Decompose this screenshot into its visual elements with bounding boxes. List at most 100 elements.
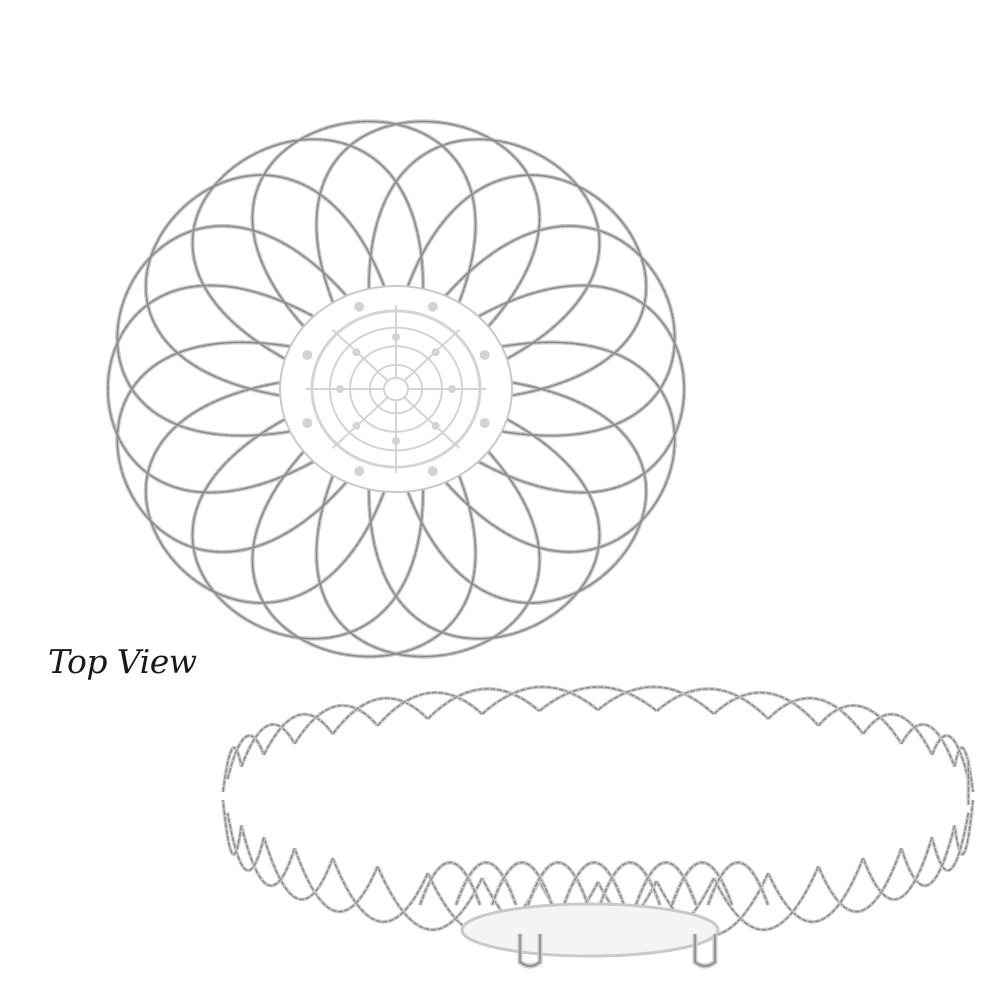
side-back-arch [263,713,334,756]
side-inner-loop [599,861,661,906]
side-back-arch [226,734,265,780]
top-wire-loop [315,448,541,658]
plate-ornament-dot [392,437,400,445]
top-wire-loop [251,120,477,330]
plate-ornament-dot [431,348,440,357]
side-back-arch [222,747,243,793]
top-wire-loop [116,225,348,437]
side-back-arch [240,723,296,767]
side-back-arch [377,691,483,727]
top-wire-loop [444,225,676,437]
top-wire-loop [475,284,685,494]
plate-ornament-dot [479,349,490,360]
side-inner-loop [635,861,697,906]
side-front-arch [713,866,820,931]
side-back-arch-shadow [262,712,335,756]
side-inner-loop [527,861,589,906]
side-front-arch [226,812,265,872]
side-inner-loop [671,861,733,906]
side-front-arch [222,799,243,855]
plate-ornament-spoke [403,396,461,450]
top-view-wire-loops [107,120,685,658]
side-front-arch [767,857,864,923]
plate-ornament-dot [302,349,313,360]
side-front-arch-shadow [899,824,957,888]
side-back-arch [656,688,769,720]
side-view-front-wire-arches [221,799,975,941]
top-view-plate-ornament [302,301,490,477]
plate-ornament-dot [427,301,438,312]
side-back-arch-shadow [952,745,975,793]
side-back-arch [931,734,970,780]
side-back-arch-shadow [817,703,903,745]
top-wire-loop [406,381,647,604]
side-inner-loop [455,861,517,906]
side-front-arch [862,836,933,901]
side-view-back-wire-arches [221,685,975,805]
side-front-arch-shadow [262,836,335,902]
wire-basket-side-view [221,685,975,969]
side-back-arch [767,697,864,735]
top-view-center-plate [279,285,513,493]
side-inner-loop [491,861,553,906]
side-back-arch [817,704,902,745]
plate-ornament-dot [352,421,361,430]
side-back-arch [427,688,540,720]
side-back-arch [862,713,933,756]
plate-ornament-dot [448,385,456,393]
side-back-arch [294,704,379,745]
plate-ornament-spoke [331,396,389,450]
plate-ornament-dot [431,421,440,430]
side-back-arch [713,691,819,727]
side-back-arch [597,686,715,715]
side-front-arch [332,857,429,923]
plate-ornament-dot [354,301,365,312]
side-foot [519,934,541,967]
top-wire-loop [315,120,541,330]
top-wire-loop [406,174,647,397]
top-wire-loop [145,174,386,397]
top-wire-loop [116,341,348,553]
plate-ornament-spoke [331,328,389,382]
plate-ornament-dot [354,466,365,477]
side-inner-loop [707,861,769,906]
top-wire-loop [107,284,317,494]
side-back-arch-shadow [766,696,865,736]
side-foot [694,934,716,967]
side-back-arch [953,747,974,793]
plate-ornament-dot [427,466,438,477]
plate-ornament-dot [302,418,313,429]
side-front-arch-shadow [292,847,380,914]
side-front-arch [953,799,974,855]
top-wire-loop [444,341,676,553]
side-front-arch [931,812,970,872]
side-front-arch [376,866,483,931]
side-front-arch [240,825,296,887]
top-wire-loop [191,138,424,362]
side-back-arch-shadow [861,712,934,756]
top-wire-loop [368,138,601,362]
side-front-arch [900,825,956,887]
side-front-arch-shadow [861,836,934,902]
side-inner-loop [563,861,625,906]
side-back-arch [332,697,429,735]
plate-ornament-spoke [403,328,461,382]
plate-ornament-dot [336,385,344,393]
top-view-caption: Top View [48,642,197,681]
side-back-arch [481,686,599,715]
side-front-arch [817,847,903,913]
side-back-arch [900,723,956,767]
plate-ornament-dot [392,333,400,341]
side-view-feet [517,934,718,969]
top-wire-loop [191,416,424,640]
side-front-arch [263,836,334,901]
side-back-arch [538,686,658,712]
plate-ornament-dot [479,418,490,429]
top-wire-loop [145,381,386,604]
side-front-arch [293,847,379,913]
top-wire-loop [251,448,477,658]
plate-ornament-dot [352,348,361,357]
top-wire-loop [368,416,601,640]
